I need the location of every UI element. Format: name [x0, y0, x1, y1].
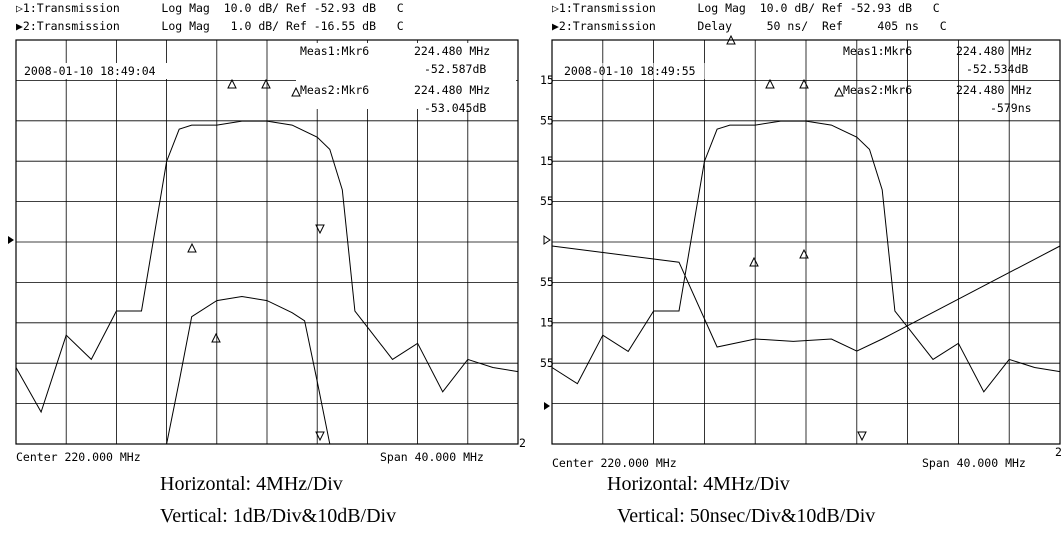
meas1-value: -52.534dB [966, 62, 1028, 76]
marker-4-icon [749, 256, 759, 267]
trace-2-magnitude-fine [16, 295, 518, 445]
marker-6b-icon [315, 431, 325, 442]
footer-span: Span 40.000 MHz [380, 450, 484, 464]
meas1-freq: 224.480 MHz [414, 44, 490, 58]
left-axis-ticks: 15 55 15 55 55 15 55 [540, 73, 554, 370]
caption-horizontal: Horizontal: 4MHz/Div [607, 473, 790, 495]
marker-5-icon [187, 242, 197, 253]
panel-right: ▷1:Transmission Log Mag 10.0 dB/ Ref -52… [540, 1, 1062, 470]
header-trace2: ▶2:Transmission Log Mag 1.0 dB/ Ref -16.… [16, 19, 404, 33]
caption-vertical: Vertical: 1dB/Div&10dB/Div [160, 505, 397, 527]
footer-center: Center 220.000 MHz [552, 456, 677, 470]
meas1-value: -52.587dB [424, 62, 486, 76]
marker-1b-icon [799, 248, 809, 259]
header-trace1: ▷1:Transmission Log Mag 10.0 dB/ Ref -52… [16, 1, 404, 15]
caption-vertical: Vertical: 50nsec/Div&10dB/Div [617, 505, 876, 527]
timestamp: 2008-01-10 18:49:04 [24, 64, 156, 78]
panel-left: ▷1:Transmission Log Mag 10.0 dB/ Ref -52… [8, 1, 526, 464]
meas1-freq: 224.480 MHz [956, 44, 1032, 58]
marker-3-icon [291, 86, 301, 97]
timestamp: 2008-01-10 18:49:55 [564, 64, 696, 78]
marker-3-icon [834, 86, 844, 97]
caption-horizontal: Horizontal: 4MHz/Div [160, 473, 343, 495]
axis-tick-label: 55 [540, 356, 554, 370]
marker-glyphs [726, 34, 867, 442]
trace-1-magnitude [551, 120, 1061, 393]
grid-lines [552, 40, 1060, 444]
meas1-label: Meas1:Mkr6 [843, 44, 912, 58]
reference-marker-icon [8, 236, 14, 244]
marker-glyphs [187, 78, 325, 442]
marker-6-icon [315, 224, 325, 235]
marker-2-icon [765, 78, 775, 89]
meas2-value: -579ns [990, 101, 1032, 115]
marker-1-icon [261, 78, 271, 89]
reference-marker-icon [543, 235, 551, 245]
axis-tick-label: 55 [540, 194, 554, 208]
marker-4-icon [211, 332, 221, 343]
axis-tick-label: 55 [540, 275, 554, 289]
footer-span: Span 40.000 MHz [922, 456, 1026, 470]
marker-5-icon [726, 34, 736, 45]
meas2-label: Meas2:Mkr6 [843, 83, 912, 97]
meas2-label: Meas2:Mkr6 [300, 83, 369, 97]
marker-6-icon [857, 431, 867, 442]
meas2-freq: 224.480 MHz [956, 83, 1032, 97]
timestamp-bg [560, 63, 740, 79]
axis-tick-label: 15 [540, 154, 554, 168]
right-trace-label: 2 [1055, 445, 1062, 459]
marker-1-icon [799, 78, 809, 89]
trace-2-group-delay [551, 245, 1061, 352]
timestamp-bg [22, 63, 202, 79]
marker-2-icon [227, 78, 237, 89]
header-trace2: ▶2:Transmission Delay 50 ns/ Ref 405 ns … [552, 19, 947, 33]
meas2-value: -53.045dB [424, 101, 486, 115]
reference-marker-icon [544, 402, 550, 410]
axis-tick-label: 55 [540, 113, 554, 127]
right-trace-label: 2 [519, 436, 526, 450]
meas1-label: Meas1:Mkr6 [300, 44, 369, 58]
axis-tick-label: 15 [540, 315, 554, 329]
axis-tick-label: 15 [540, 73, 554, 87]
header-trace1: ▷1:Transmission Log Mag 10.0 dB/ Ref -52… [552, 1, 940, 15]
trace-1-magnitude [15, 120, 519, 414]
meas2-freq: 224.480 MHz [414, 83, 490, 97]
footer-center: Center 220.000 MHz [16, 450, 141, 464]
meas-box-bg [296, 43, 516, 109]
